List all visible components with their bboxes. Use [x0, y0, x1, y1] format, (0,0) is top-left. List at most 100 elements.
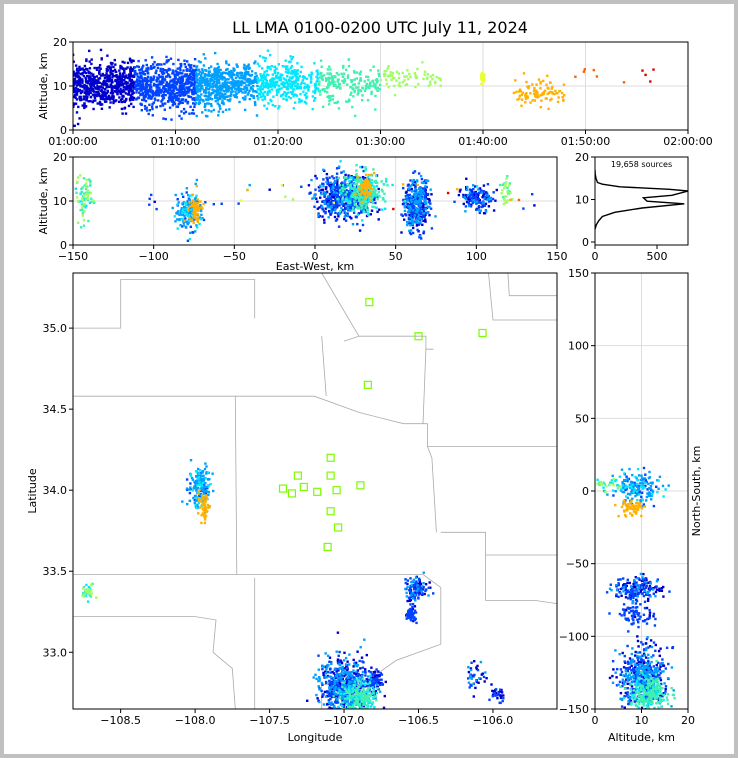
alt-time-source [119, 73, 122, 76]
alt-ew-source [407, 210, 410, 213]
alt-ew-source [469, 199, 472, 203]
alt-time-source [383, 74, 386, 78]
alt-ew-source [473, 200, 477, 204]
alt-ew-source [329, 202, 332, 205]
plan-view-source [331, 681, 334, 684]
alt-time-source [519, 90, 522, 93]
alt-ew-source [187, 203, 191, 207]
alt-time-source [162, 77, 165, 80]
alt-ew-source [428, 199, 431, 202]
alt-ew-source [315, 177, 318, 180]
alt-time-source [172, 83, 175, 86]
alt-ew-source [361, 223, 365, 227]
alt-time-source [93, 94, 96, 98]
alt-ew-source [343, 217, 346, 221]
alt-ew-source [420, 209, 423, 213]
alt-time-source [182, 69, 185, 72]
alt-ew-source [382, 183, 386, 186]
alt-time-source [130, 85, 133, 89]
alt-time-source [132, 105, 135, 109]
alt-time-source [244, 75, 247, 78]
alt-ew-source [323, 218, 326, 222]
alt-ew-source [344, 193, 347, 196]
alt-time-source [209, 94, 212, 97]
alt-time-source [218, 81, 221, 84]
alt-time-source [374, 83, 377, 86]
plan-view-source [329, 698, 332, 701]
alt-time-source [342, 64, 345, 68]
alt-ew-source [347, 201, 350, 204]
alt-time-source [194, 84, 198, 87]
alt-time-source [129, 85, 132, 88]
alt-time-source [335, 72, 339, 75]
alt-time-source [264, 78, 268, 81]
alt-time-source [313, 91, 317, 95]
alt-ew-source [77, 221, 80, 224]
alt-time-source [314, 89, 317, 93]
plan-view-source [382, 706, 386, 709]
alt-time-source [294, 93, 297, 97]
alt-time-source [557, 96, 560, 99]
alt-time-source [291, 92, 294, 96]
alt-ew-source [415, 224, 419, 227]
alt-time-source [293, 80, 296, 83]
alt-time-source [146, 75, 150, 78]
alt-ew-source [373, 196, 377, 199]
alt-ew-source [356, 206, 359, 209]
alt-time-source [271, 81, 274, 84]
plan-view-source [336, 687, 339, 690]
alt-ew-source [475, 185, 479, 188]
alt-ew-source [416, 219, 419, 222]
alt-time-source [299, 70, 302, 74]
alt-ew-source [483, 193, 486, 196]
alt-ew-source [408, 231, 412, 234]
alt-time-source [300, 65, 303, 69]
alt-ew-source [356, 213, 360, 216]
plan-view-source [378, 678, 381, 682]
plan-view-source [335, 682, 338, 686]
alt-time-source [185, 73, 189, 76]
alt-time-source [118, 96, 121, 99]
alt-time-source [240, 76, 244, 80]
alt-time-source [331, 78, 335, 81]
alt-time-source [533, 87, 536, 90]
alt-time-source [305, 77, 309, 80]
plan-view-source [414, 582, 417, 585]
alt-ew-source [192, 211, 195, 215]
alt-ew-source [408, 193, 411, 197]
alt-time-source [186, 102, 189, 105]
plan-view-source [371, 678, 374, 681]
plan-view-source [322, 673, 325, 677]
alt-ew-source [80, 197, 84, 200]
alt-ew-source [385, 180, 388, 183]
alt-time-source [176, 88, 179, 91]
alt-time-source [561, 96, 564, 99]
alt-time-source [355, 77, 358, 80]
alt-time-source [220, 72, 223, 75]
alt-time-source [106, 74, 109, 77]
county-line [343, 335, 360, 342]
alt-time-source [167, 58, 170, 62]
plan-view-source [413, 609, 417, 612]
alt-time-source [121, 112, 124, 115]
alt-time-source [115, 99, 118, 102]
alt-time-source [172, 102, 175, 105]
alt-time-source [184, 110, 188, 114]
alt-ew-source [186, 222, 189, 226]
alt-ew-source [184, 201, 188, 204]
alt-time-source [114, 63, 117, 66]
alt-time-source [186, 82, 189, 85]
alt-time-source [185, 69, 189, 72]
alt-ew-source [363, 182, 366, 186]
alt-ew-source [374, 192, 377, 195]
alt-ew-source [482, 201, 485, 204]
alt-ew-source [474, 185, 477, 188]
alt-time-source [297, 77, 300, 80]
alt-time-source [327, 103, 331, 106]
plan-view-source [414, 617, 417, 621]
alt-time-source [132, 75, 136, 78]
alt-ew-source [187, 221, 190, 224]
alt-ew-source [472, 197, 476, 200]
alt-time-source [531, 99, 534, 102]
alt-ew-source [504, 183, 507, 186]
